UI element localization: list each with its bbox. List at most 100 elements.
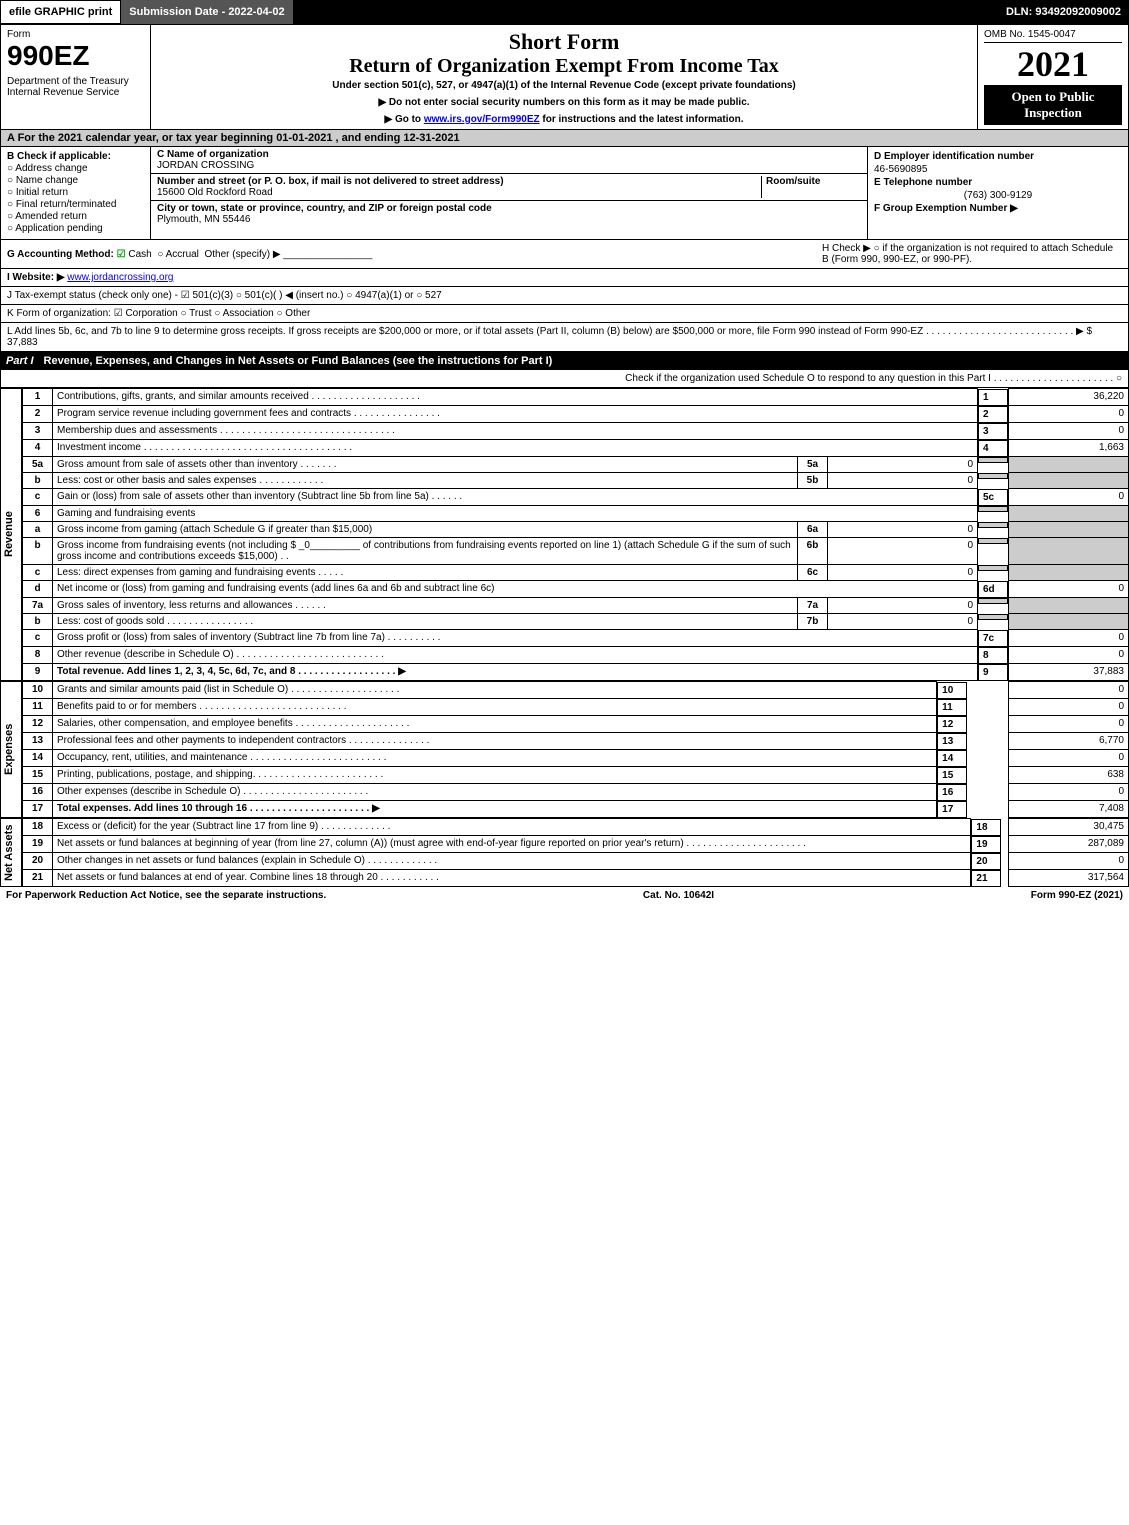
header-right: OMB No. 1545-0047 2021 Open to Public In…: [978, 25, 1128, 129]
box-d: D Employer identification number 46-5690…: [868, 147, 1128, 239]
cb-address[interactable]: Address change: [7, 163, 144, 174]
footer-mid: Cat. No. 10642I: [643, 890, 714, 901]
omb-number: OMB No. 1545-0047: [984, 27, 1122, 43]
l-amt: 37,883: [7, 337, 38, 348]
footer: For Paperwork Reduction Act Notice, see …: [0, 887, 1129, 904]
ein-label: D Employer identification number: [874, 151, 1034, 162]
part1-title: Revenue, Expenses, and Changes in Net As…: [44, 355, 553, 367]
room-label: Room/suite: [766, 176, 820, 187]
footer-left: For Paperwork Reduction Act Notice, see …: [6, 890, 326, 901]
tel-label: E Telephone number: [874, 177, 972, 188]
row-a: A For the 2021 calendar year, or tax yea…: [0, 130, 1129, 147]
row-k: K Form of organization: ☑ Corporation ○ …: [0, 305, 1129, 323]
l-text: L Add lines 5b, 6c, and 7b to line 9 to …: [7, 326, 1092, 337]
website-link[interactable]: www.jordancrossing.org: [67, 272, 173, 283]
footer-right: Form 990-EZ (2021): [1031, 890, 1123, 901]
netassets-table: 18Excess or (deficit) for the year (Subt…: [22, 818, 1129, 887]
g-label: G Accounting Method:: [7, 249, 114, 260]
topbar: efile GRAPHIC print Submission Date - 20…: [0, 0, 1129, 24]
box-b-label: B Check if applicable:: [7, 151, 144, 162]
tax-year: 2021: [984, 43, 1122, 85]
line-3: 3Membership dues and assessments . . . .…: [23, 423, 1129, 440]
cb-pending[interactable]: Application pending: [7, 223, 144, 234]
open-public: Open to Public Inspection: [984, 85, 1122, 125]
line-12: 12Salaries, other compensation, and empl…: [23, 716, 1129, 733]
city: Plymouth, MN 55446: [157, 214, 250, 225]
cb-final[interactable]: Final return/terminated: [7, 199, 144, 210]
note-post: for instructions and the latest informat…: [540, 114, 744, 125]
street: 15600 Old Rockford Road: [157, 187, 273, 198]
line-11: 11Benefits paid to or for members . . . …: [23, 699, 1129, 716]
efile-graphic[interactable]: efile GRAPHIC print: [0, 0, 121, 24]
line-6b: bGross income from fundraising events (n…: [23, 538, 1129, 565]
line-1: 1Contributions, gifts, grants, and simil…: [23, 389, 1129, 406]
city-row: City or town, state or province, country…: [151, 201, 867, 227]
org-name: JORDAN CROSSING: [157, 160, 254, 171]
line-5a: 5aGross amount from sale of assets other…: [23, 457, 1129, 473]
box-bcd: B Check if applicable: Address change Na…: [0, 147, 1129, 240]
expenses-label: Expenses: [0, 681, 22, 818]
line-5b: bLess: cost or other basis and sales exp…: [23, 473, 1129, 489]
netassets-label: Net Assets: [0, 818, 22, 887]
line-18: 18Excess or (deficit) for the year (Subt…: [23, 819, 1129, 836]
i-label: I Website: ▶: [7, 272, 65, 283]
street-row: Number and street (or P. O. box, if mail…: [151, 174, 867, 201]
name-label: C Name of organization: [157, 149, 269, 160]
line-6a: aGross income from gaming (attach Schedu…: [23, 522, 1129, 538]
cb-amended[interactable]: Amended return: [7, 211, 144, 222]
row-l: L Add lines 5b, 6c, and 7b to line 9 to …: [0, 323, 1129, 352]
submission-date: Submission Date - 2022-04-02: [121, 0, 292, 24]
irs-link[interactable]: www.irs.gov/Form990EZ: [424, 114, 540, 125]
line-16: 16Other expenses (describe in Schedule O…: [23, 784, 1129, 801]
tel: (763) 300-9129: [874, 190, 1122, 201]
row-h: H Check ▶ ○ if the organization is not r…: [822, 243, 1122, 265]
line-20: 20Other changes in net assets or fund ba…: [23, 853, 1129, 870]
header-left: Form 990EZ Department of the Treasury In…: [1, 25, 151, 129]
ein: 46-5690895: [874, 164, 1122, 175]
cb-initial[interactable]: Initial return: [7, 187, 144, 198]
part1-check: Check if the organization used Schedule …: [0, 370, 1129, 388]
line-5c: cGain or (loss) from sale of assets othe…: [23, 489, 1129, 506]
line-7b: bLess: cost of goods sold . . . . . . . …: [23, 614, 1129, 630]
department: Department of the Treasury Internal Reve…: [7, 76, 144, 98]
note-ssn: ▶ Do not enter social security numbers o…: [157, 97, 971, 108]
other: Other (specify) ▶: [204, 249, 280, 260]
grp-label: F Group Exemption Number ▶: [874, 203, 1018, 214]
note-pre: ▶ Go to: [384, 114, 423, 125]
form-number: 990EZ: [7, 40, 144, 72]
box-c: C Name of organization JORDAN CROSSING N…: [151, 147, 868, 239]
expenses-table: 10Grants and similar amounts paid (list …: [22, 681, 1129, 818]
form-title: Return of Organization Exempt From Incom…: [157, 55, 971, 78]
under-section: Under section 501(c), 527, or 4947(a)(1)…: [157, 80, 971, 91]
line-21: 21Net assets or fund balances at end of …: [23, 870, 1129, 887]
line-4: 4Investment income . . . . . . . . . . .…: [23, 440, 1129, 457]
row-j: J Tax-exempt status (check only one) - ☑…: [0, 287, 1129, 305]
box-b: B Check if applicable: Address change Na…: [1, 147, 151, 239]
dln: DLN: 93492092009002: [998, 0, 1129, 24]
line-7c: cGross profit or (loss) from sales of in…: [23, 630, 1129, 647]
org-name-row: C Name of organization JORDAN CROSSING: [151, 147, 867, 174]
row-i: I Website: ▶ www.jordancrossing.org: [0, 269, 1129, 287]
cb-name[interactable]: Name change: [7, 175, 144, 186]
spacer: [293, 0, 998, 24]
l9-desc: Total revenue. Add lines 1, 2, 3, 4, 5c,…: [57, 666, 406, 677]
revenue-section: Revenue 1Contributions, gifts, grants, a…: [0, 388, 1129, 681]
l17-desc: Total expenses. Add lines 10 through 16 …: [57, 803, 380, 814]
line-10: 10Grants and similar amounts paid (list …: [23, 682, 1129, 699]
row-g: G Accounting Method: ☑ Cash ○ Accrual Ot…: [0, 240, 1129, 269]
netassets-section: Net Assets 18Excess or (deficit) for the…: [0, 818, 1129, 887]
line-6: 6Gaming and fundraising events: [23, 506, 1129, 522]
cash: Cash: [128, 249, 151, 260]
line-17: 17Total expenses. Add lines 10 through 1…: [23, 801, 1129, 818]
line-6d: dNet income or (loss) from gaming and fu…: [23, 581, 1129, 598]
form-label: Form: [7, 29, 144, 40]
revenue-table: 1Contributions, gifts, grants, and simil…: [22, 388, 1129, 681]
line-15: 15Printing, publications, postage, and s…: [23, 767, 1129, 784]
part1-header: Part I Revenue, Expenses, and Changes in…: [0, 352, 1129, 370]
part1-label: Part I: [6, 355, 34, 367]
line-9: 9Total revenue. Add lines 1, 2, 3, 4, 5c…: [23, 664, 1129, 681]
street-label: Number and street (or P. O. box, if mail…: [157, 176, 504, 187]
header-center: Short Form Return of Organization Exempt…: [151, 25, 978, 129]
line-8: 8Other revenue (describe in Schedule O) …: [23, 647, 1129, 664]
city-label: City or town, state or province, country…: [157, 203, 492, 214]
